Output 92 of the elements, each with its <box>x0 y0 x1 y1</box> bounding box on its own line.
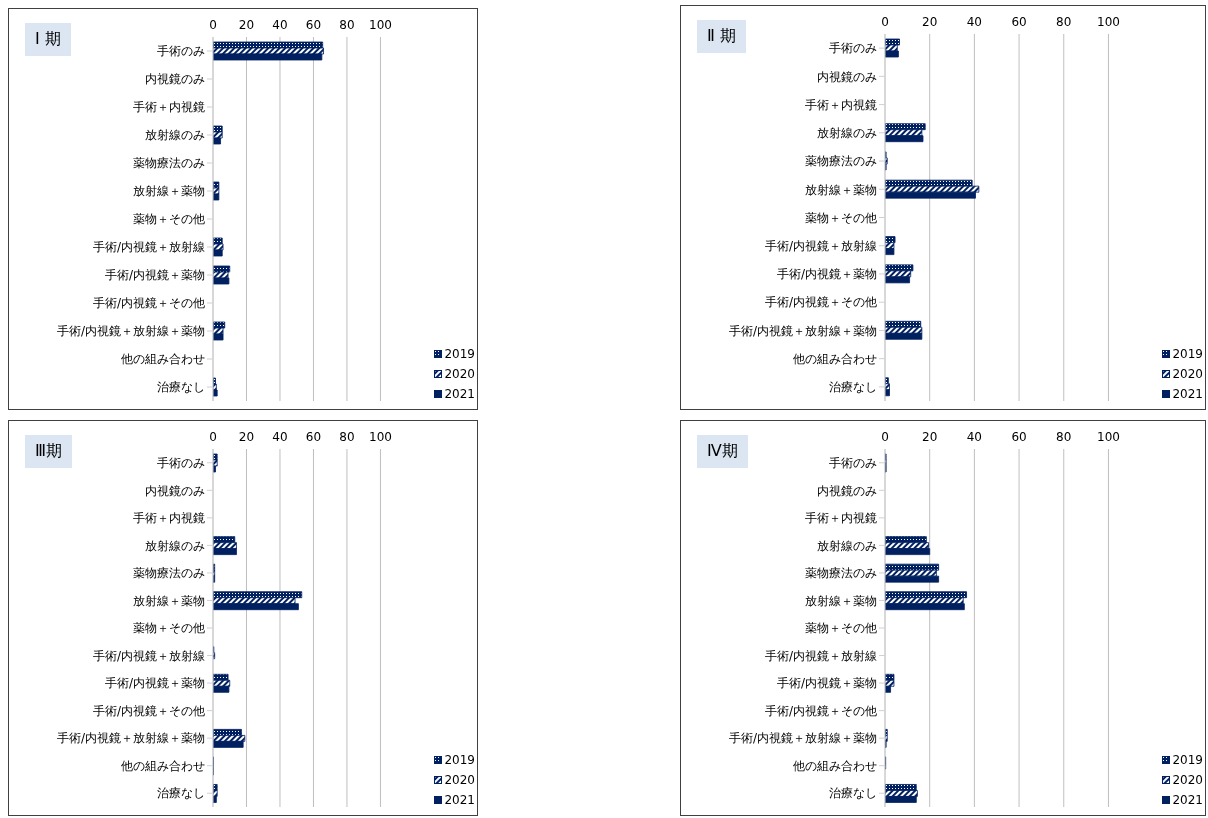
text: Ⅳ期 <box>697 435 748 468</box>
y-tick-label: 放射線＋薬物 <box>805 593 877 608</box>
x-tick-label: 20 <box>238 18 255 32</box>
y-tick-label: 薬物療法のみ <box>805 566 877 581</box>
x-tick-label: 60 <box>1011 430 1027 444</box>
legend-label: 2019 <box>444 753 475 767</box>
y-tick-label: 手術/内視鏡＋薬物 <box>776 676 877 691</box>
y-tick-label: 放射線のみ <box>145 538 205 553</box>
y-tick-label: 内視鏡のみ <box>817 69 877 84</box>
y-tick-label: 手術＋内視鏡 <box>805 511 877 526</box>
y-tick-label: 薬物＋その他 <box>133 621 205 636</box>
legend-label: 2019 <box>1172 753 1203 767</box>
y-tick-label: 放射線＋薬物 <box>805 182 877 197</box>
y-tick-label: 手術/内視鏡＋放射線 <box>764 648 877 663</box>
x-tick-label: 100 <box>369 18 392 32</box>
y-tick-label: 手術/内視鏡＋放射線＋薬物 <box>728 323 877 338</box>
legend-label: 2020 <box>1172 773 1203 787</box>
y-tick-label: 手術/内視鏡＋その他 <box>92 703 205 718</box>
y-tick-label: 治療なし <box>829 786 877 801</box>
x-tick-label: 20 <box>922 430 938 444</box>
y-tick-label: 手術のみ <box>157 44 205 59</box>
y-tick-label: 治療なし <box>157 380 205 395</box>
text: Ⅰ 期 <box>25 23 71 56</box>
y-tick-label: 手術/内視鏡＋その他 <box>92 296 205 311</box>
legend-label: 2020 <box>444 773 475 787</box>
legend-label: 2021 <box>444 387 475 401</box>
x-tick-label: 80 <box>339 430 355 444</box>
x-tick-label: 0 <box>209 18 217 32</box>
y-tick-label: 手術/内視鏡＋放射線＋薬物 <box>56 731 205 746</box>
y-tick-label: 他の組み合わせ <box>121 352 205 367</box>
y-tick-label: 手術/内視鏡＋放射線 <box>92 648 205 663</box>
y-tick-label: 手術のみ <box>157 456 205 471</box>
y-tick-label: 内視鏡のみ <box>817 483 877 498</box>
x-tick-label: 100 <box>369 430 392 444</box>
x-tick-label: 100 <box>1097 430 1120 444</box>
y-tick-label: 手術/内視鏡＋薬物 <box>776 267 877 282</box>
x-tick-label: 20 <box>238 430 255 444</box>
x-tick-label: 60 <box>1011 15 1027 29</box>
y-tick-label: 薬物療法のみ <box>133 566 205 581</box>
y-tick-label: 手術のみ <box>829 456 877 471</box>
y-tick-label: 手術/内視鏡＋放射線 <box>764 238 877 253</box>
legend-label: 2019 <box>1172 347 1203 361</box>
x-tick-label: 40 <box>272 18 288 32</box>
y-tick-label: 手術/内視鏡＋放射線 <box>92 240 205 255</box>
legend-label: 2019 <box>444 347 475 361</box>
y-tick-label: 手術/内視鏡＋放射線＋薬物 <box>56 324 205 339</box>
y-tick-label: 他の組み合わせ <box>793 758 877 773</box>
y-tick-label: 薬物療法のみ <box>805 154 877 169</box>
x-tick-label: 40 <box>966 430 983 444</box>
x-tick-label: 60 <box>305 18 322 32</box>
y-tick-label: 手術＋内視鏡 <box>133 511 205 526</box>
y-tick-label: 手術/内視鏡＋放射線＋薬物 <box>728 731 877 746</box>
x-tick-label: 40 <box>966 15 983 29</box>
y-tick-label: 手術＋内視鏡 <box>805 97 877 112</box>
text: Ⅱ 期 <box>697 20 746 53</box>
y-tick-label: 放射線＋薬物 <box>133 593 205 608</box>
text: Ⅲ期 <box>25 435 73 468</box>
y-tick-label: 薬物＋その他 <box>805 210 877 225</box>
x-tick-label: 20 <box>922 15 938 29</box>
y-tick-label: 手術/内視鏡＋その他 <box>764 295 877 310</box>
x-tick-label: 0 <box>881 15 889 29</box>
x-tick-label: 100 <box>1097 15 1120 29</box>
y-tick-label: 内視鏡のみ <box>145 483 205 498</box>
y-tick-label: 内視鏡のみ <box>145 72 205 87</box>
y-tick-label: 放射線のみ <box>817 126 877 141</box>
y-tick-label: 手術＋内視鏡 <box>133 100 205 115</box>
x-tick-label: 80 <box>339 18 355 32</box>
legend-label: 2021 <box>1172 387 1203 401</box>
y-tick-label: 手術/内視鏡＋薬物 <box>104 676 205 691</box>
y-tick-label: 他の組み合わせ <box>121 758 205 773</box>
legend-label: 2020 <box>1172 367 1203 381</box>
y-tick-label: 放射線のみ <box>145 128 205 143</box>
legend-label: 2020 <box>444 367 475 381</box>
y-tick-label: 薬物＋その他 <box>133 212 205 227</box>
x-tick-label: 0 <box>881 430 889 444</box>
y-tick-label: 薬物＋その他 <box>805 621 877 636</box>
x-tick-label: 40 <box>272 430 288 444</box>
y-tick-label: 放射線のみ <box>817 538 877 553</box>
y-tick-label: 放射線＋薬物 <box>133 184 205 199</box>
x-tick-label: 60 <box>305 430 322 444</box>
y-tick-label: 手術/内視鏡＋その他 <box>764 703 877 718</box>
y-tick-label: 手術のみ <box>829 41 877 56</box>
y-tick-label: 薬物療法のみ <box>133 156 205 171</box>
x-tick-label: 80 <box>1056 430 1072 444</box>
y-tick-label: 治療なし <box>157 786 205 801</box>
y-tick-label: 他の組み合わせ <box>793 351 877 366</box>
y-tick-label: 治療なし <box>829 380 877 395</box>
y-tick-label: 手術/内視鏡＋薬物 <box>104 268 205 283</box>
legend-label: 2021 <box>444 793 475 807</box>
x-tick-label: 80 <box>1056 15 1072 29</box>
x-tick-label: 0 <box>209 430 217 444</box>
legend-label: 2021 <box>1172 793 1203 807</box>
